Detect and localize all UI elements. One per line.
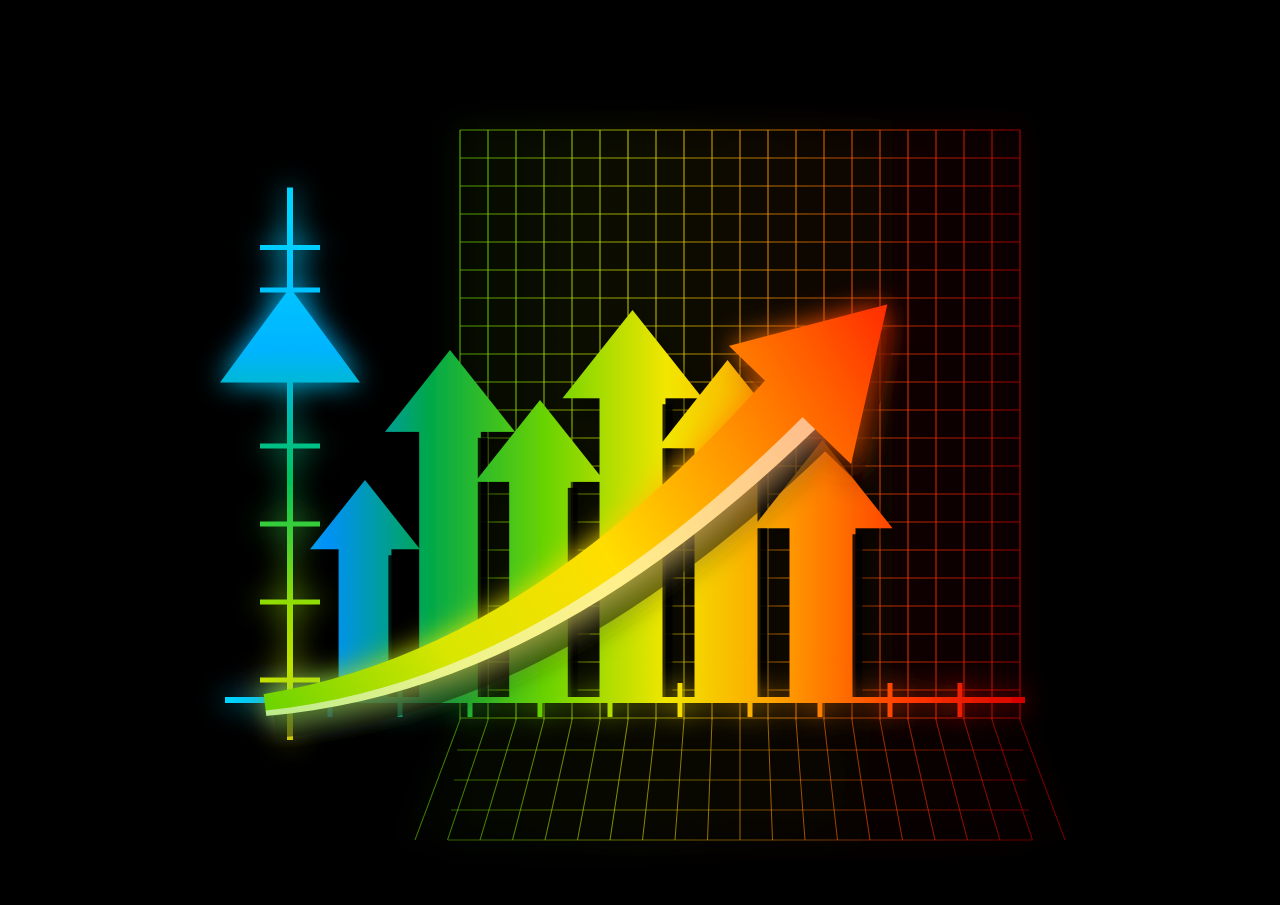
chart-stage [0,0,1280,905]
floor-grid [415,720,1065,840]
growth-chart-graphic [0,0,1280,905]
